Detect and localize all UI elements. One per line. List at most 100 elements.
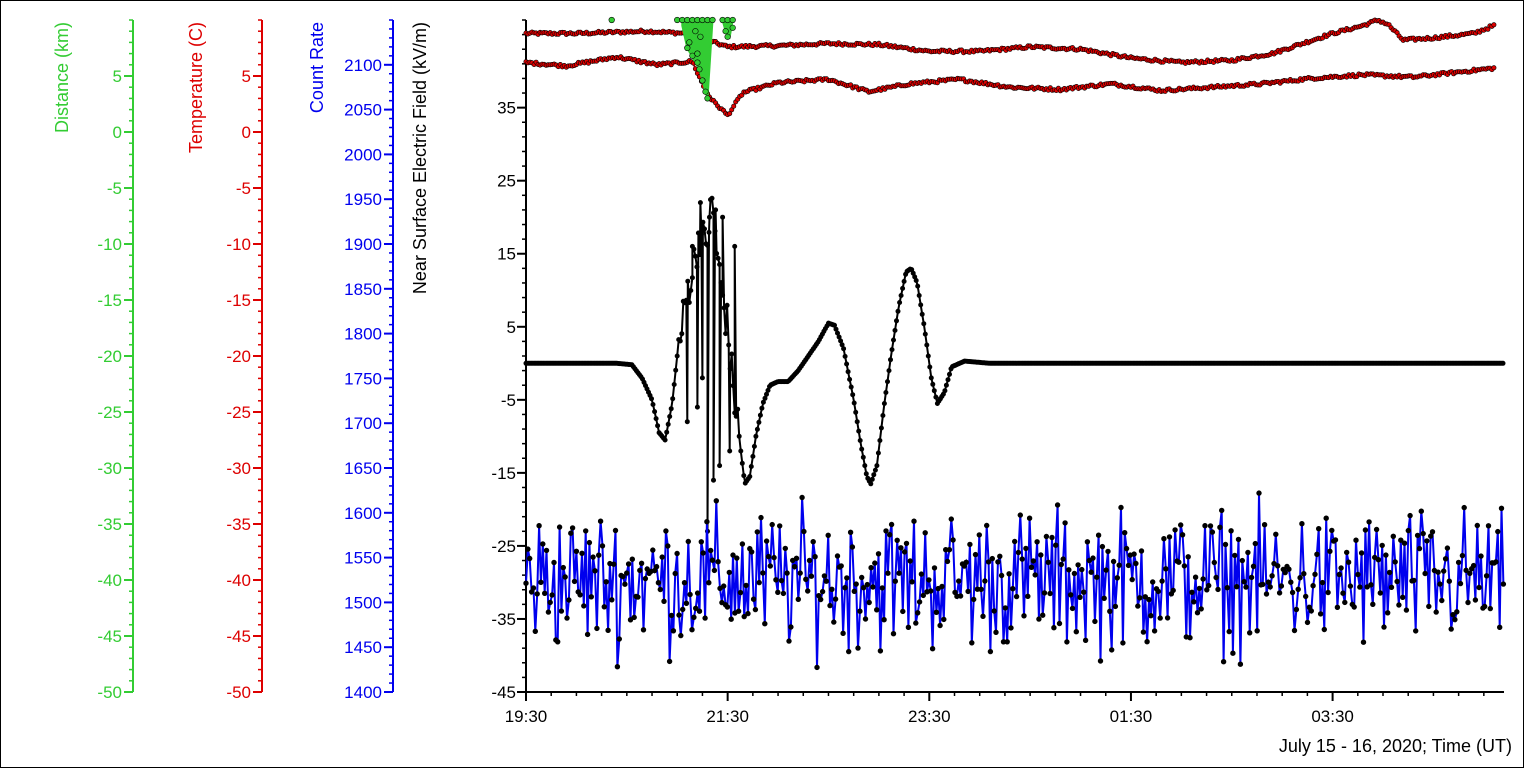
data-point bbox=[875, 551, 882, 557]
data-point bbox=[1052, 542, 1059, 548]
data-point bbox=[701, 226, 707, 232]
data-point bbox=[616, 636, 622, 642]
data-point bbox=[1220, 658, 1227, 665]
data-point bbox=[730, 383, 736, 389]
data-point bbox=[699, 77, 706, 84]
temperature-tick-label: -40 bbox=[226, 571, 251, 590]
data-point bbox=[1495, 528, 1501, 535]
data-point bbox=[1485, 523, 1492, 529]
data-point bbox=[707, 547, 714, 554]
data-point bbox=[916, 292, 922, 298]
data-point bbox=[697, 252, 703, 258]
temperature-tick-label: 0 bbox=[242, 123, 251, 142]
data-point bbox=[892, 327, 898, 333]
data-point bbox=[718, 280, 724, 286]
data-point bbox=[845, 369, 851, 375]
data-point bbox=[1454, 609, 1460, 615]
data-point bbox=[1090, 555, 1096, 561]
data-point bbox=[678, 632, 684, 639]
data-point bbox=[769, 521, 775, 528]
data-point bbox=[922, 530, 928, 536]
data-point bbox=[712, 228, 718, 234]
data-point bbox=[1379, 542, 1385, 549]
data-point bbox=[1293, 606, 1300, 613]
data-point bbox=[1383, 552, 1389, 558]
data-point bbox=[674, 550, 680, 557]
data-point bbox=[788, 624, 794, 630]
data-point bbox=[1315, 525, 1322, 532]
distance-tick-label: -5 bbox=[107, 179, 122, 198]
data-point bbox=[812, 553, 818, 560]
data-point bbox=[726, 569, 732, 576]
data-point bbox=[541, 590, 548, 596]
data-point bbox=[900, 285, 906, 291]
data-point bbox=[848, 384, 854, 390]
data-point bbox=[862, 616, 869, 622]
data-point bbox=[1069, 605, 1076, 612]
data-point bbox=[897, 299, 903, 305]
data-point bbox=[879, 585, 885, 591]
count-axis: 2100 2050 2000 1950 1900 1850 1800 1750 1700 1650… bbox=[307, 19, 394, 702]
data-point bbox=[623, 570, 630, 576]
data-point bbox=[945, 377, 951, 383]
data-point bbox=[698, 539, 704, 545]
data-point bbox=[1226, 628, 1232, 635]
data-point bbox=[903, 540, 910, 547]
count-tick-label: 1550 bbox=[344, 549, 382, 568]
data-point bbox=[715, 558, 721, 565]
data-point bbox=[881, 400, 887, 406]
data-point bbox=[1013, 593, 1020, 600]
data-point bbox=[724, 302, 730, 308]
data-point bbox=[1483, 573, 1490, 579]
count-tick-label: 1900 bbox=[344, 235, 382, 254]
data-point bbox=[937, 622, 943, 629]
data-point bbox=[1121, 529, 1128, 536]
data-point bbox=[1177, 522, 1184, 528]
data-point bbox=[698, 231, 704, 237]
data-point bbox=[776, 523, 783, 529]
data-point bbox=[1123, 545, 1130, 552]
data-point bbox=[773, 577, 779, 583]
data-point bbox=[1036, 616, 1042, 622]
data-point bbox=[758, 514, 764, 521]
data-point bbox=[681, 579, 688, 586]
data-point bbox=[886, 531, 893, 538]
data-point bbox=[650, 547, 656, 553]
data-point bbox=[874, 463, 880, 469]
data-point bbox=[530, 585, 537, 591]
data-point bbox=[1399, 594, 1406, 600]
data-point bbox=[706, 214, 712, 220]
data-point bbox=[1138, 548, 1145, 554]
data-point bbox=[1185, 554, 1191, 560]
data-point bbox=[1487, 605, 1494, 612]
data-point bbox=[754, 426, 760, 432]
data-point bbox=[1082, 637, 1089, 643]
data-point bbox=[1252, 540, 1259, 547]
data-point bbox=[1418, 508, 1425, 514]
data-point bbox=[1006, 571, 1012, 577]
data-point bbox=[1500, 581, 1507, 587]
data-point bbox=[913, 277, 919, 283]
data-point bbox=[885, 570, 891, 576]
data-point bbox=[1334, 604, 1341, 610]
data-point bbox=[1317, 611, 1324, 617]
data-point bbox=[1329, 527, 1335, 534]
data-point bbox=[728, 616, 734, 622]
temperature-axis-label: Temperature (C) bbox=[186, 22, 206, 153]
data-point bbox=[941, 616, 947, 623]
data-point bbox=[878, 425, 884, 431]
data-point bbox=[1075, 562, 1081, 568]
data-point bbox=[909, 579, 915, 585]
data-point bbox=[829, 586, 835, 592]
data-point bbox=[896, 570, 902, 576]
data-point bbox=[1394, 578, 1400, 585]
data-point bbox=[853, 581, 859, 587]
data-point bbox=[1008, 625, 1014, 631]
distance-axis: 5 0 -5 -10 -15 -20 -25 -30 -35 -40 -45 -50 Distance … bbox=[52, 19, 134, 702]
data-point bbox=[724, 604, 731, 610]
data-point bbox=[1500, 360, 1506, 366]
distance-tick-label: -40 bbox=[97, 571, 122, 590]
data-point bbox=[847, 529, 854, 535]
data-point bbox=[978, 586, 984, 592]
data-point bbox=[1097, 658, 1104, 664]
